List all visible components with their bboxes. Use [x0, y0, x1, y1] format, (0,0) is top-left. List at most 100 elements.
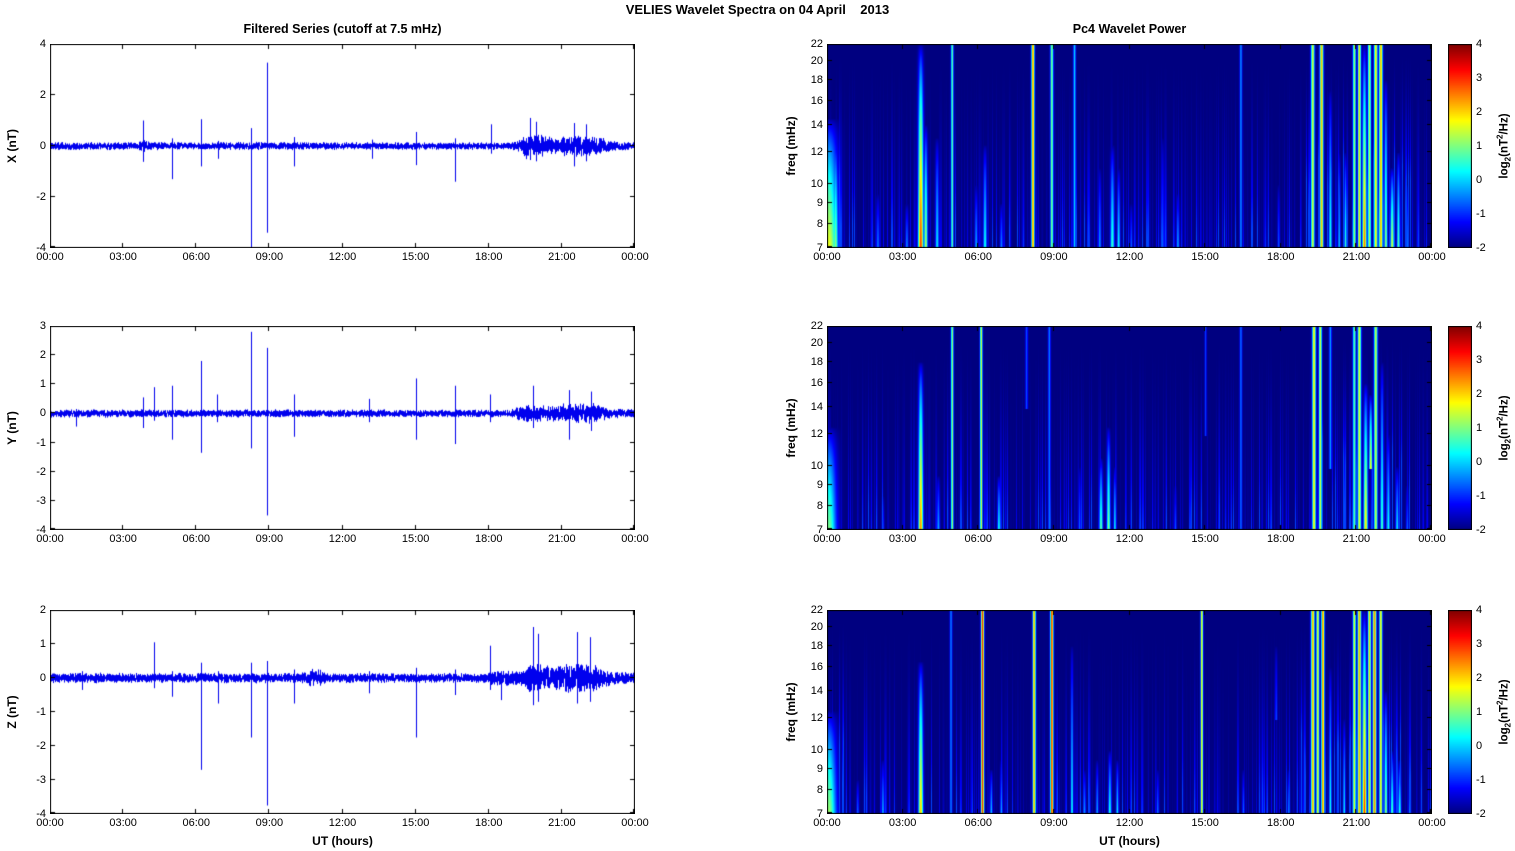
y-tick-label: -4	[36, 524, 46, 536]
x-tick-label: 06:00	[964, 251, 993, 263]
colorbar-tick-label: -1	[1476, 490, 1486, 502]
y-tick-label: 2	[39, 89, 46, 101]
x-tick-label: 03:00	[109, 817, 137, 829]
plot-title-filtered-series: Filtered Series (cutoff at 7.5 mHz)	[243, 22, 442, 36]
colorbar-label-part: /Hz)	[1498, 113, 1511, 135]
y-tick-label: 2	[39, 604, 46, 616]
x-tick-label: 09:00	[255, 533, 284, 545]
x-tick-label: 00:00	[621, 251, 649, 263]
freq-tick-label: 22	[810, 320, 823, 332]
freq-tick-label: 22	[810, 38, 823, 50]
freq-tick-label: 20	[810, 54, 823, 67]
colorbar-label-sup: 2	[1495, 134, 1505, 139]
plot-timeseries-x: Filtered Series (cutoff at 7.5 mHz) X (n…	[5, 22, 649, 263]
x-tick-label: 06:00	[182, 817, 211, 829]
x-tick-label: 12:00	[1115, 533, 1144, 545]
x-tick-label: 18:00	[1266, 251, 1295, 263]
y-tick-label: 0	[39, 407, 46, 420]
x-tick-label: 00:00	[36, 251, 64, 263]
colorbar-tick-label: 0	[1476, 456, 1483, 468]
x-tick-label: 00:00	[813, 251, 841, 263]
freq-tick-label: 20	[810, 620, 823, 633]
freq-tick-label: 14	[810, 684, 823, 697]
colorbar-tick-label: 0	[1476, 174, 1483, 186]
y-axis-label-freq-mhz: freq (mHz)	[784, 116, 798, 176]
y-tick-label: 2	[39, 349, 46, 362]
freq-tick-label: 12	[810, 711, 823, 724]
x-tick-label: 00:00	[813, 533, 841, 545]
x-tick-label: 09:00	[1040, 817, 1068, 829]
plot-timeseries-y: Y (nT) 00:00 03:00 06:00 09:00 12:00 15:00 18:…	[5, 320, 649, 545]
colorbar-label-part: (nT	[1498, 704, 1511, 723]
colorbar-tick-label: 2	[1476, 106, 1483, 118]
y-axis-label-z-nt: Z (nT)	[5, 695, 19, 729]
x-tick-label: 15:00	[401, 533, 430, 545]
y-tick-label: -4	[36, 808, 46, 820]
x-tick-label: 15:00	[401, 251, 430, 263]
y-tick-label: 3	[39, 320, 46, 332]
colorbar-tick-label: -1	[1476, 208, 1486, 220]
colorbar-gradient-canvas	[1448, 44, 1472, 248]
x-tick-label: 12:00	[1115, 817, 1144, 829]
colorbar-label-log2-nt2-hz: log2(nT2/Hz)	[1495, 395, 1512, 460]
x-tick-label: 00:00	[1418, 817, 1446, 829]
x-tick-label: 03:00	[888, 251, 917, 263]
colorbar-tick-label: 2	[1476, 672, 1483, 684]
y-tick-label: -3	[36, 494, 46, 507]
colorbar-label-sup: 2	[1495, 700, 1505, 705]
y-tick-label: -2	[36, 465, 46, 478]
x-tick-label: 12:00	[1115, 251, 1144, 263]
plot-wavelet-power-z: freq (mHz) UT (hours) 00:00 03:00 06:00 09:…	[784, 604, 1446, 848]
freq-tick-label: 8	[816, 218, 823, 231]
freq-tick-label: 20	[810, 336, 823, 349]
x-tick-label: 15:00	[1191, 251, 1219, 263]
colorbar-label-part: /Hz)	[1498, 395, 1511, 417]
x-tick-label: 21:00	[1342, 251, 1371, 263]
colorbar-label-sup: 2	[1495, 416, 1505, 421]
colorbar-tick-label: -2	[1476, 808, 1486, 820]
freq-tick-label: 10	[810, 744, 823, 757]
x-tick-label: 15:00	[1191, 533, 1219, 545]
wavelet-power-z-heatmap-canvas	[827, 610, 1432, 814]
y-axis-label-freq-mhz: freq (mHz)	[784, 398, 798, 458]
colorbar-tick-label: 0	[1476, 740, 1483, 752]
figure-title: VELIES Wavelet Spectra on 04 April 2013	[625, 2, 890, 17]
y-tick-label: -2	[36, 740, 46, 752]
x-tick-label: 21:00	[1342, 817, 1371, 829]
y-tick-label: -2	[36, 191, 46, 203]
x-tick-label: 21:00	[548, 251, 576, 263]
y-tick-label: -1	[36, 436, 46, 449]
x-tick-label: 00:00	[813, 817, 841, 829]
wavelet-power-y-heatmap-canvas	[827, 326, 1432, 530]
freq-tick-label: 16	[810, 94, 823, 107]
y-tick-label: 0	[39, 140, 46, 152]
colorbar-x: log2(nT2/Hz) 4 3 2 1 0 -1 -2	[1448, 38, 1513, 254]
colorbar-tick-label: 4	[1476, 604, 1483, 616]
colorbar-gradient-canvas	[1448, 610, 1472, 814]
y-tick-label: 1	[39, 638, 46, 650]
colorbar-label-part: /Hz)	[1498, 679, 1511, 701]
colorbar-tick-label: 1	[1476, 422, 1483, 434]
freq-tick-label: 18	[810, 355, 823, 368]
colorbar-label-part: (nT	[1498, 420, 1511, 439]
y-tick-label: 4	[39, 38, 46, 50]
freq-tick-label: 7	[816, 524, 823, 536]
y-tick-label: 0	[39, 672, 46, 684]
colorbar-y: log2(nT2/Hz) 4 3 2 1 0 -1 -2	[1448, 320, 1513, 536]
freq-tick-label: 14	[810, 118, 823, 131]
colorbar-label-sub: 2	[1503, 438, 1513, 444]
colorbar-label-sub: 2	[1503, 156, 1513, 162]
x-tick-label: 00:00	[36, 533, 64, 545]
y-tick-label: -3	[36, 774, 46, 786]
colorbar-label-part: log	[1498, 727, 1511, 745]
x-tick-label: 12:00	[328, 817, 357, 829]
colorbar-tick-label: 1	[1476, 706, 1483, 718]
x-tick-label: 09:00	[255, 251, 284, 263]
colorbar-z: log2(nT2/Hz) 4 3 2 1 0 -1 -2	[1448, 604, 1513, 820]
colorbar-tick-label: 3	[1476, 72, 1483, 84]
x-tick-label: 00:00	[621, 533, 649, 545]
x-tick-label: 15:00	[401, 817, 430, 829]
freq-tick-label: 9	[816, 197, 823, 210]
x-tick-label: 03:00	[109, 533, 137, 545]
